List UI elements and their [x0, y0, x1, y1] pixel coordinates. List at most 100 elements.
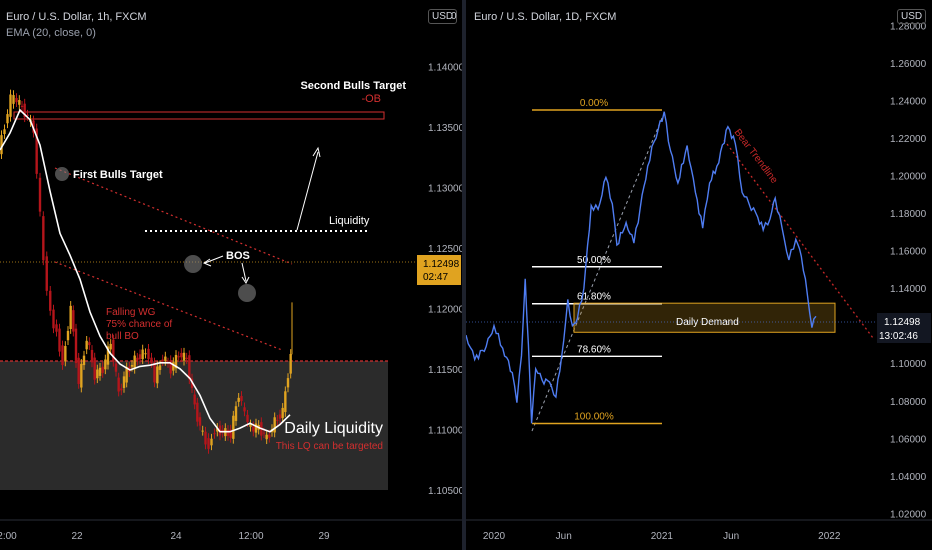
candle-body [133, 355, 136, 369]
fib-anchor-line [531, 117, 663, 432]
wedge-lower-line [54, 261, 283, 351]
candle-body [90, 349, 94, 363]
candle-body [120, 388, 123, 391]
hourly-chart-canvas[interactable]: 1.10500 1.11000 1.11500 1.12000 1.12500 1.130… [0, 0, 462, 550]
candle-body [201, 430, 204, 432]
hourly-x-tick: 12:00 [238, 531, 263, 542]
hourly-y-tick: 1.13000 [428, 183, 462, 194]
candle-body [38, 177, 42, 212]
candle-body [98, 367, 102, 376]
retest-arrow-head [241, 276, 250, 284]
daily-liquidity-label: Daily Liquidity [284, 420, 383, 437]
hourly-x-tick: 22 [71, 531, 83, 542]
candle-body [204, 431, 207, 445]
candle-body [82, 355, 86, 366]
panel-divider[interactable] [462, 0, 466, 550]
daily-y-tick: 1.20000 [890, 172, 927, 183]
daily-chart-canvas[interactable]: 1.020001.040001.060001.080001.100001.120… [466, 0, 932, 550]
left-chart-panel[interactable]: 1.10500 1.11000 1.11500 1.12000 1.12500 1.130… [0, 0, 462, 550]
daily-currency-button[interactable]: USD [897, 9, 927, 24]
candle-body [278, 414, 282, 419]
candle-body [122, 376, 126, 388]
candle-body [177, 356, 180, 358]
daily-price-badge-value: 1.12498 [884, 317, 921, 328]
candle-body [6, 114, 9, 124]
candle-body [66, 330, 70, 341]
candle-body [188, 355, 191, 380]
candle-body [243, 407, 246, 412]
candle-body [246, 414, 249, 423]
candle-body [141, 349, 144, 360]
candle-body [286, 378, 290, 388]
right-chart-panel[interactable]: 1.020001.040001.060001.080001.100001.120… [466, 0, 932, 550]
candle-body [125, 367, 128, 383]
candle-body [161, 359, 164, 362]
candle-body [169, 360, 172, 374]
candle-body [45, 256, 48, 291]
candle-body [72, 310, 75, 332]
candle-body [23, 103, 26, 118]
candle-body [289, 353, 292, 374]
target-arrow-head [312, 146, 321, 158]
hourly-currency-value: 0 [451, 11, 457, 22]
daily-demand-zone [573, 302, 836, 333]
candle-body [20, 105, 24, 108]
eurusd-daily-line [466, 111, 817, 424]
candle-body [210, 438, 213, 446]
candle-body [3, 129, 6, 135]
candle-body [207, 438, 210, 449]
candle-body [74, 328, 78, 364]
candle-body [12, 95, 15, 104]
hourly-x-tick: 2:00 [0, 531, 17, 542]
candle-body [273, 417, 276, 433]
bos-label: BOS [226, 250, 250, 262]
bos-arrow-head [202, 258, 212, 267]
candle-body [80, 363, 83, 388]
candle-body [117, 377, 120, 392]
candle-body [136, 357, 139, 361]
candle-body [234, 406, 238, 421]
hourly-y-tick: 1.12500 [428, 244, 462, 255]
lq-note-label: This LQ can be targeted [276, 441, 383, 452]
target-arrow-line [296, 151, 319, 231]
candle-body [150, 357, 153, 364]
retest-circle [238, 284, 256, 302]
second-target-label: Second Bulls Target [300, 80, 406, 92]
candle-body [158, 365, 162, 370]
candle-body [9, 94, 12, 117]
candle-body [15, 98, 18, 103]
candle-body [254, 423, 258, 433]
hourly-x-tick: 24 [170, 531, 182, 542]
candle-body [114, 363, 118, 372]
candle-body [106, 346, 110, 365]
hourly-ema-legend[interactable]: EMA (20, close, 0) [6, 27, 96, 39]
daily-chart-background [466, 0, 932, 550]
ob-label: -OB [361, 93, 381, 105]
retest-arrow-line [241, 262, 247, 282]
daily-x-tick: Jun [556, 531, 572, 542]
candle-body [268, 434, 271, 438]
bos-arrow-line [204, 255, 224, 264]
falling-wg-line1: Falling WG [106, 307, 156, 318]
fib-level-label: 0.00% [580, 98, 608, 109]
hourly-x-tick: 29 [318, 531, 330, 542]
hourly-currency-button[interactable]: USD [428, 9, 458, 24]
daily-x-tick: 2020 [483, 531, 506, 542]
hourly-price-badge-countdown: 02:47 [423, 272, 448, 283]
candle-body [265, 434, 268, 440]
candle-body [164, 356, 167, 361]
liquidity-label: Liquidity [329, 215, 370, 227]
candle-body [101, 366, 104, 373]
fib-level-label: 100.00% [574, 412, 614, 423]
candle-body [198, 417, 202, 426]
falling-wg-line3: bull BO [106, 331, 139, 342]
daily-demand-label: Daily Demand [676, 317, 739, 328]
daily-x-ticks: 2020 Jun 2021 Jun 2022 [483, 531, 841, 542]
candle-body [69, 305, 72, 330]
bos-circle [184, 255, 202, 273]
bear-trendline [723, 139, 874, 339]
candle-body [61, 345, 64, 366]
candle-body [112, 339, 115, 362]
candle-body [182, 352, 186, 361]
daily-y-tick: 1.02000 [890, 509, 927, 520]
